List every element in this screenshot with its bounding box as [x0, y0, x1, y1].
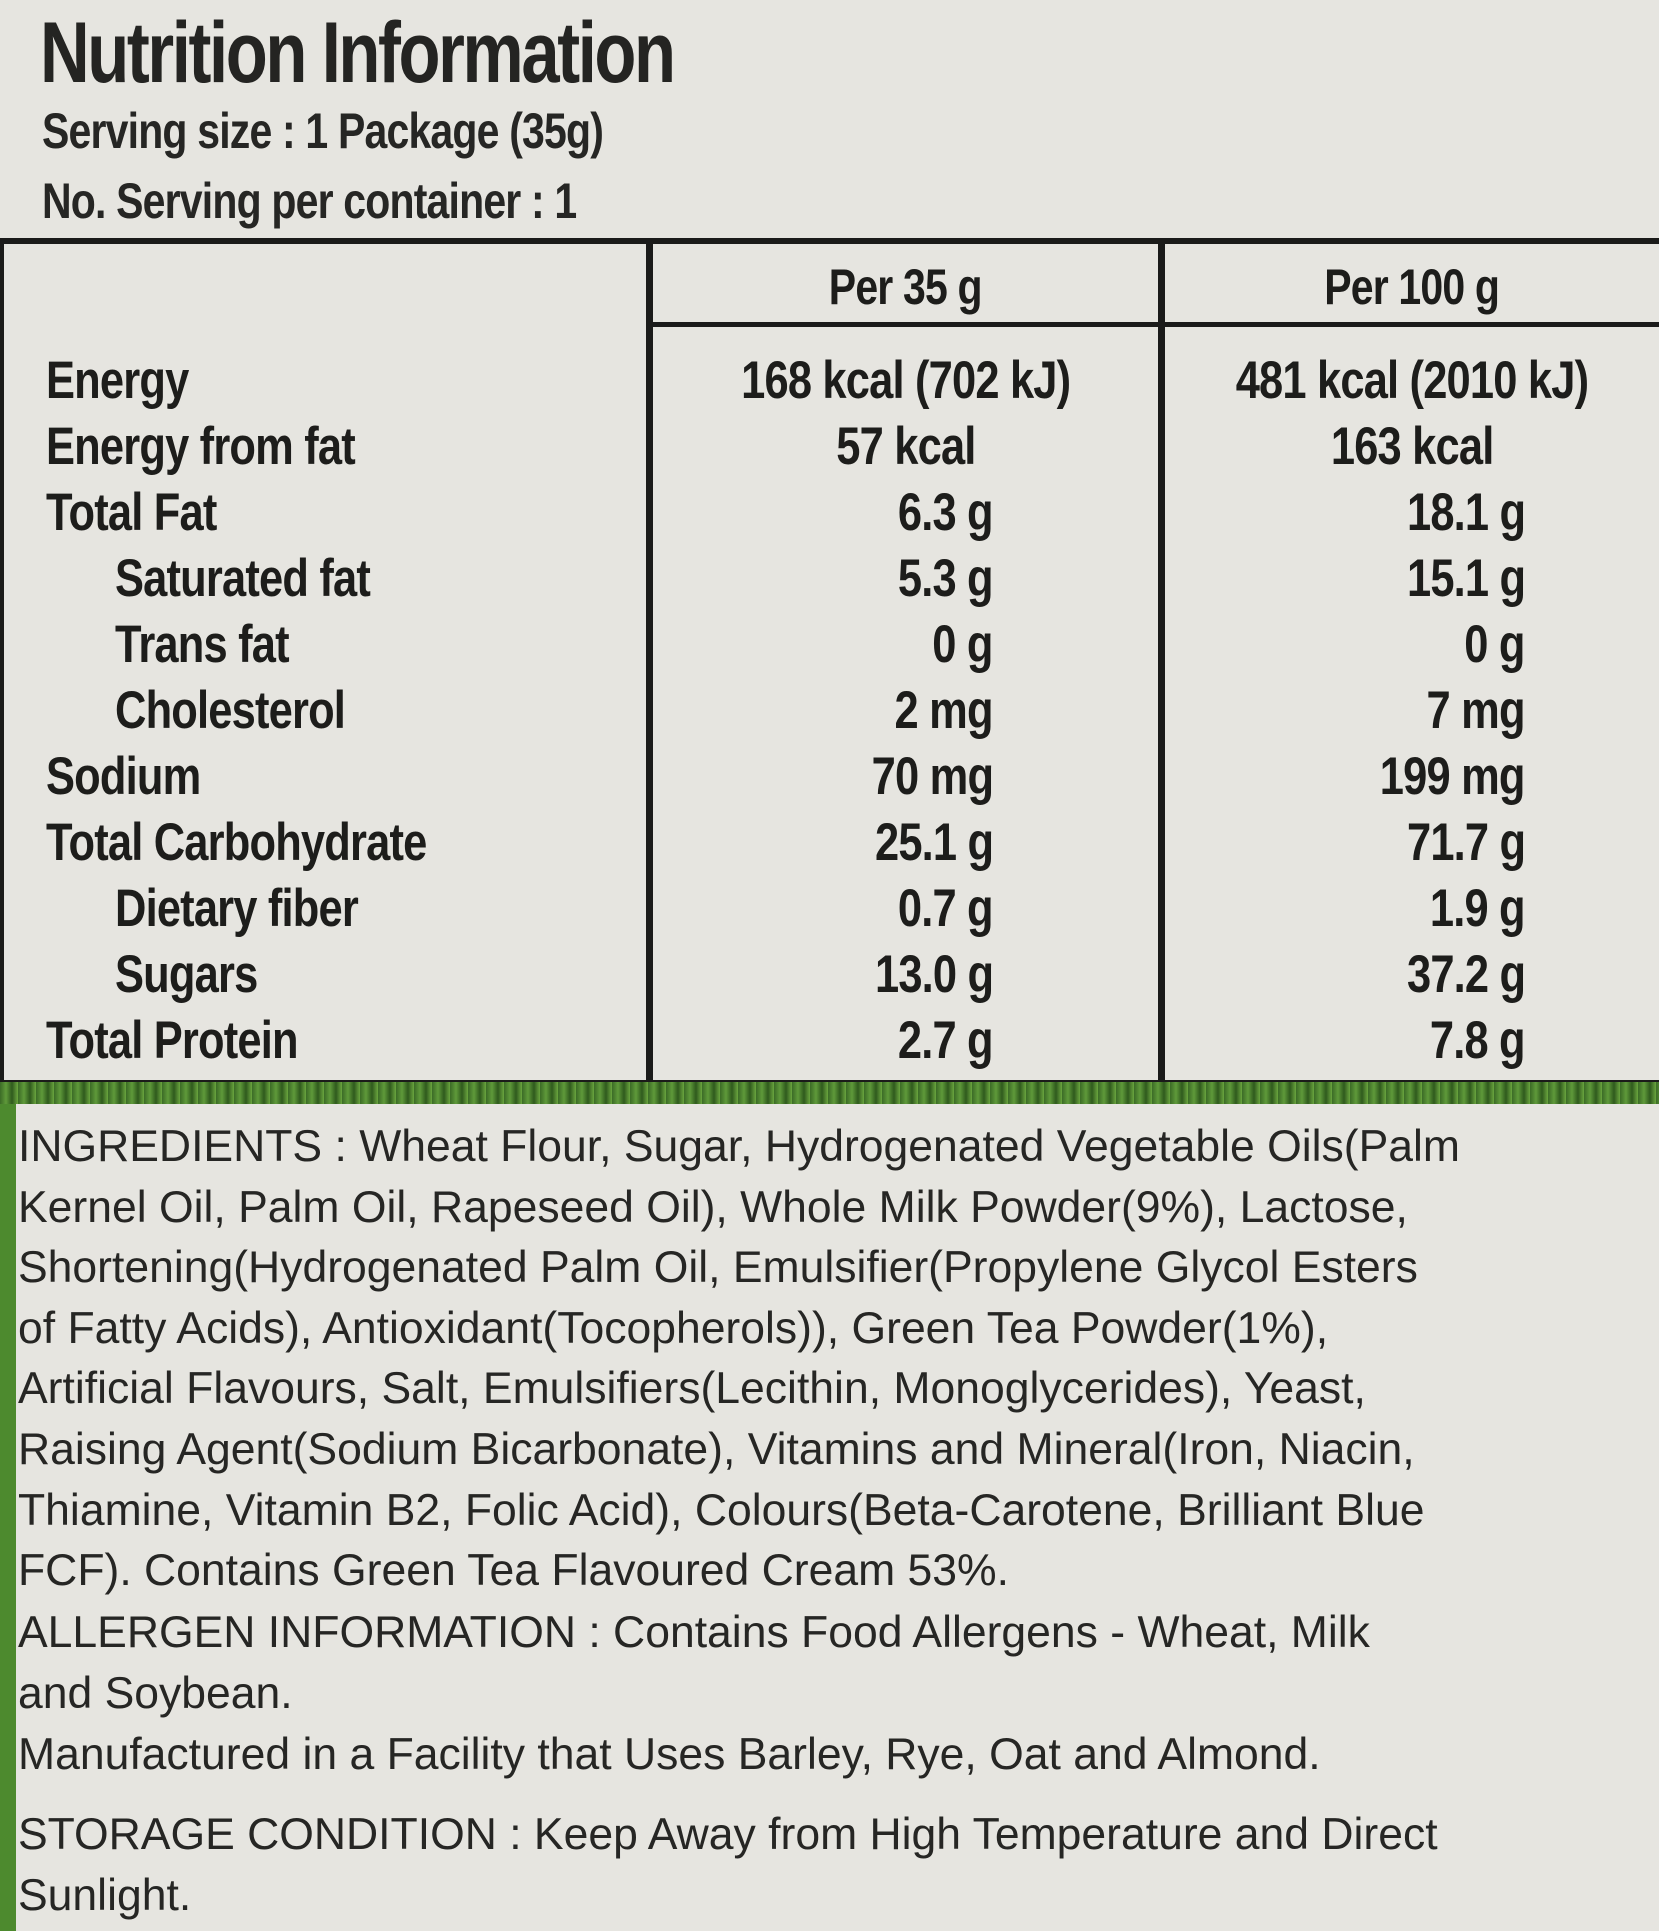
nutrient-label: Energy	[46, 351, 189, 410]
value-per-35g: 6.3 g	[898, 483, 994, 542]
value-per-35g: 57 kcal	[835, 417, 976, 476]
servings-per-container: No. Serving per container : 1	[42, 173, 577, 229]
value-per-100g: 37.2 g	[1406, 945, 1526, 1004]
ingredients-panel	[0, 1104, 1659, 1931]
column-header-per-35g: Per 35 g	[829, 259, 983, 315]
value-per-100g: 7 mg	[1426, 681, 1526, 740]
ingredients-text: INGREDIENTS : Wheat Flour, Sugar, Hydrog…	[18, 1122, 1460, 1596]
value-per-35g: 5.3 g	[898, 549, 994, 608]
page-title: Nutrition Information	[40, 5, 676, 101]
value-per-100g: 1.9 g	[1430, 879, 1526, 938]
column-divider-right	[1158, 241, 1165, 1084]
table-left-edge	[0, 241, 4, 1084]
header-bottom-rule	[646, 322, 1659, 327]
table-row: Total Carbohydrate 25.1 g 71.7 g	[0, 812, 1659, 878]
value-per-100g: 71.7 g	[1406, 813, 1526, 872]
value-per-35g: 2 mg	[894, 681, 994, 740]
value-per-100g: 7.8 g	[1430, 1011, 1526, 1070]
storage-text: STORAGE CONDITION : Keep Away from High …	[18, 1810, 1438, 1920]
value-per-100g: 0 g	[1464, 615, 1526, 674]
value-per-35g: 2.7 g	[898, 1011, 994, 1070]
nutrient-label: Total Carbohydrate	[46, 813, 427, 872]
table-row: Total Fat 6.3 g 18.1 g	[0, 482, 1659, 548]
value-per-35g: 13.0 g	[874, 945, 994, 1004]
nutrient-label: Sugars	[115, 945, 258, 1004]
value-per-100g: 163 kcal	[1330, 417, 1494, 476]
green-divider-band	[0, 1082, 1659, 1104]
nutrient-label: Total Fat	[46, 483, 217, 542]
table-row: Cholesterol 2 mg 7 mg	[0, 680, 1659, 746]
table-row: Total Protein 2.7 g 7.8 g	[0, 1010, 1659, 1076]
table-top-rule	[0, 238, 1659, 244]
column-header-per-100g: Per 100 g	[1324, 259, 1501, 315]
allergen-text: ALLERGEN INFORMATION : Contains Food All…	[18, 1608, 1370, 1718]
value-per-35g: 70 mg	[871, 747, 993, 806]
nutrient-label: Total Protein	[46, 1011, 299, 1070]
table-row: Sugars 13.0 g 37.2 g	[0, 944, 1659, 1010]
value-per-100g: 18.1 g	[1406, 483, 1526, 542]
table-row: Trans fat 0 g 0 g	[0, 614, 1659, 680]
value-per-35g: 25.1 g	[874, 813, 994, 872]
facility-text: Manufactured in a Facility that Uses Bar…	[18, 1730, 1321, 1779]
value-per-35g: 0 g	[932, 615, 994, 674]
table-row: Sodium 70 mg 199 mg	[0, 746, 1659, 812]
column-divider-left	[646, 241, 653, 1084]
nutrient-label: Sodium	[46, 747, 201, 806]
value-per-100g: 481 kcal (2010 kJ)	[1235, 351, 1589, 410]
value-per-35g: 168 kcal (702 kJ)	[740, 351, 1071, 410]
value-per-100g: 15.1 g	[1406, 549, 1526, 608]
table-row: Saturated fat 5.3 g 15.1 g	[0, 548, 1659, 614]
nutrient-label: Energy from fat	[46, 417, 356, 476]
nutrient-label: Cholesterol	[115, 681, 346, 740]
value-per-35g: 0.7 g	[898, 879, 994, 938]
table-row: Energy 168 kcal (702 kJ) 481 kcal (2010 kJ…	[0, 350, 1659, 416]
serving-size: Serving size : 1 Package (35g)	[42, 103, 604, 159]
nutrient-label: Saturated fat	[115, 549, 371, 608]
value-per-100g: 199 mg	[1380, 747, 1526, 806]
table-row: Energy from fat 57 kcal 163 kcal	[0, 416, 1659, 482]
nutrient-label: Dietary fiber	[115, 879, 359, 938]
nutrient-label: Trans fat	[115, 615, 290, 674]
table-row: Dietary fiber 0.7 g 1.9 g	[0, 878, 1659, 944]
